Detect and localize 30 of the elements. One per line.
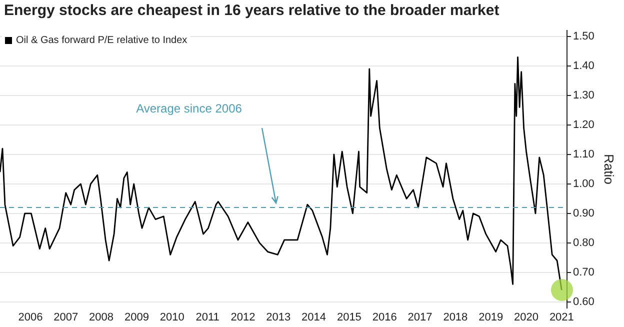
y-tick-label: 1.50: [572, 30, 594, 43]
x-tick-label: 2013: [266, 311, 291, 324]
y-tick-label: 0.90: [572, 207, 594, 220]
y-tick-label: 1.10: [572, 148, 594, 160]
y-tick-label: 1.20: [572, 118, 594, 131]
x-tick-label: 2018: [443, 311, 468, 324]
x-tick-label: 2008: [89, 311, 114, 324]
x-tick-label: 2015: [336, 311, 362, 324]
x-tick-label: 2010: [160, 311, 184, 324]
y-tick-label: 1.40: [572, 60, 594, 72]
x-tick-label: 2011: [196, 311, 220, 324]
x-tick-label: 2021: [549, 311, 574, 324]
y-tick-label: 1.30: [572, 90, 594, 102]
x-tick-label: 2017: [408, 311, 432, 324]
x-tick-label: 2009: [124, 311, 149, 324]
ref-line-label: Average since 2006: [136, 102, 242, 116]
y-axis-title: Ratio: [602, 154, 617, 184]
y-tick-label: 0.80: [572, 236, 594, 249]
x-tick-label: 2016: [372, 311, 397, 324]
x-tick-label: 2014: [302, 311, 326, 324]
x-tick-label: 2012: [230, 311, 256, 324]
x-tick-label: 2006: [18, 311, 43, 324]
legend-label: Oil & Gas forward P/E relative to Index: [16, 34, 188, 46]
y-tick-label: 0.60: [572, 296, 594, 308]
x-tick-label: 2019: [478, 311, 504, 324]
y-tick-label: 0.70: [572, 266, 594, 278]
x-tick-label: 2007: [54, 311, 78, 324]
chart-title: Energy stocks are cheapest in 16 years relative to the broader market: [4, 2, 500, 19]
y-tick-label: 1.00: [572, 178, 594, 190]
x-tick-label: 2020: [514, 311, 539, 324]
